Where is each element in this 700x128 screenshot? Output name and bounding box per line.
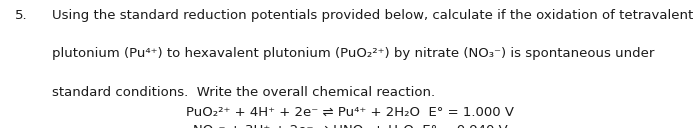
Text: NO₃⁻ + 3H⁺ + 2e⁻ ⇌ HNO₂ + H₂O  E° = 0.940 V: NO₃⁻ + 3H⁺ + 2e⁻ ⇌ HNO₂ + H₂O E° = 0.940… bbox=[193, 124, 508, 128]
Text: 5.: 5. bbox=[15, 9, 28, 22]
Text: PuO₂²⁺ + 4H⁺ + 2e⁻ ⇌ Pu⁴⁺ + 2H₂O  E° = 1.000 V: PuO₂²⁺ + 4H⁺ + 2e⁻ ⇌ Pu⁴⁺ + 2H₂O E° = 1.… bbox=[186, 106, 514, 119]
Text: Using the standard reduction potentials provided below, calculate if the oxidati: Using the standard reduction potentials … bbox=[52, 9, 694, 22]
Text: plutonium (Pu⁴⁺) to hexavalent plutonium (PuO₂²⁺) by nitrate (NO₃⁻) is spontaneo: plutonium (Pu⁴⁺) to hexavalent plutonium… bbox=[52, 47, 655, 60]
Text: standard conditions.  Write the overall chemical reaction.: standard conditions. Write the overall c… bbox=[52, 86, 435, 99]
